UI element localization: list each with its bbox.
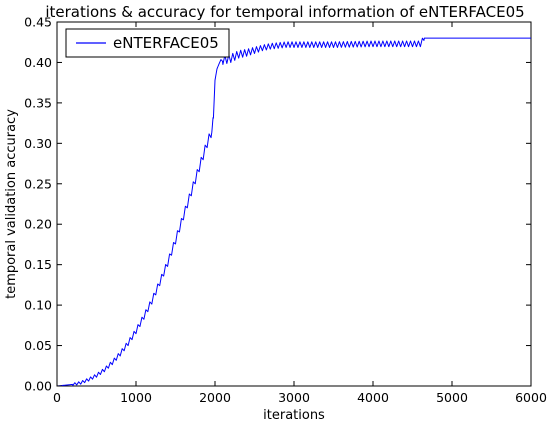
y-tick-label: 0.10 xyxy=(24,298,52,313)
y-tick-label: 0.15 xyxy=(24,257,52,272)
y-tick-label: 0.25 xyxy=(24,176,52,191)
x-tick-label: 2000 xyxy=(199,390,231,405)
legend-label: eNTERFACE05 xyxy=(113,34,219,52)
x-tick-label: 5000 xyxy=(436,390,468,405)
y-tick-label: 0.40 xyxy=(24,55,52,70)
y-tick-label: 0.35 xyxy=(24,95,52,110)
x-tick-label: 6000 xyxy=(515,390,547,405)
x-tick-label: 0 xyxy=(53,390,61,405)
legend: eNTERFACE05 xyxy=(65,28,230,58)
series-line xyxy=(56,37,532,387)
y-tick-label: 0.05 xyxy=(24,338,52,353)
x-tick-label: 4000 xyxy=(357,390,389,405)
plot-area xyxy=(56,21,532,387)
ticks-layer: 0 1000 2000 3000 4000 5000 6000 0.00 0.05 0.10 0.1… xyxy=(24,15,547,406)
y-axis-label: temporal validation accuracy xyxy=(4,109,19,299)
x-axis-label: iterations xyxy=(263,408,325,423)
chart-title: iterations & accuracy for temporal infor… xyxy=(45,3,524,21)
y-tick-label: 0.20 xyxy=(24,217,52,232)
y-tick-label: 0.00 xyxy=(24,379,52,394)
y-tick-label: 0.45 xyxy=(24,15,52,30)
x-tick-label: 1000 xyxy=(120,390,152,405)
x-tick-label: 3000 xyxy=(278,390,310,405)
series-layer xyxy=(56,37,532,387)
y-tick-label: 0.30 xyxy=(24,136,52,151)
